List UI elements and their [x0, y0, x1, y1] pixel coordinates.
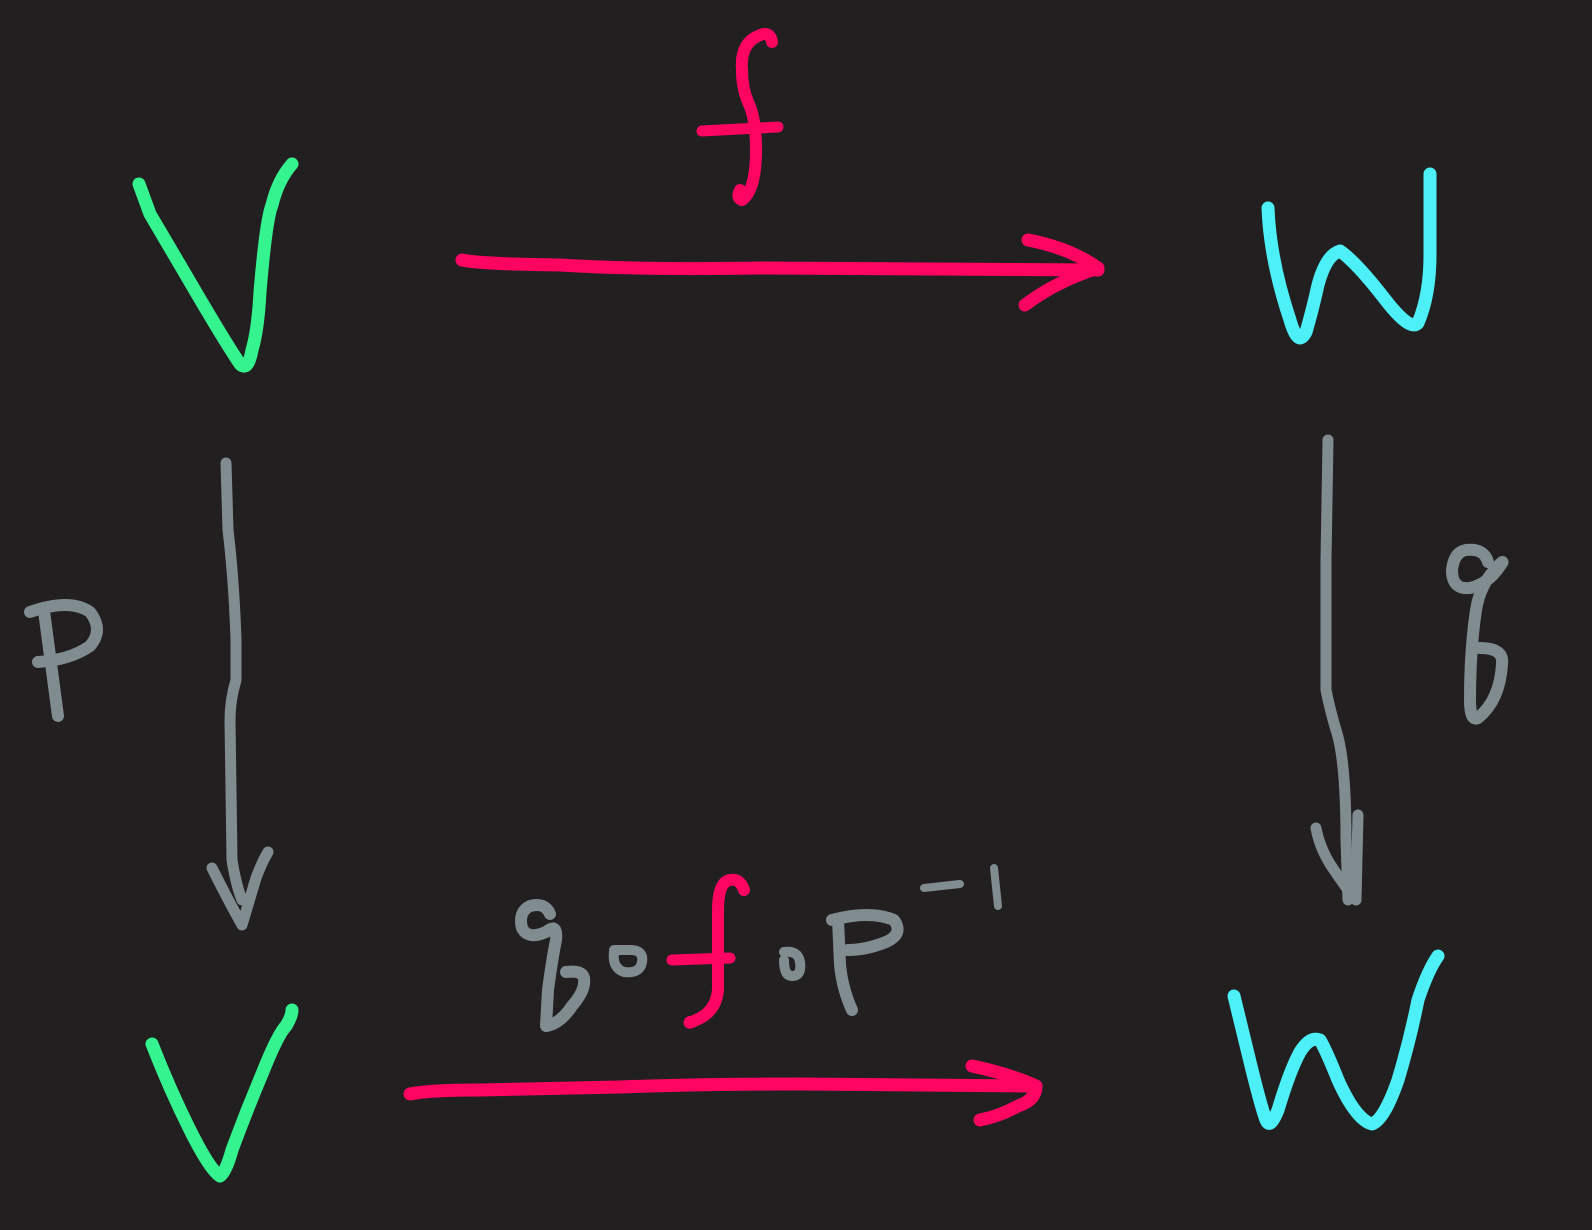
label-p-left-bowl [24, 599, 103, 668]
arrow-right-shaft [1320, 434, 1354, 906]
label-f-top-crossbar [696, 121, 784, 137]
arrow-right-head [1310, 809, 1364, 906]
node-top-right-w [1261, 167, 1437, 345]
label-bottom-p [832, 914, 858, 1016]
arrow-top-head [1018, 233, 1105, 312]
node-bottom-right-w [1227, 949, 1445, 1131]
node-bottom-left-v [145, 1003, 299, 1183]
label-bottom-f-crossbar [666, 952, 736, 966]
label-f-top [732, 28, 778, 206]
arrow-left-shaft [220, 457, 248, 906]
label-bottom-compose-1 [608, 945, 648, 978]
label-bottom-exponent-one [990, 864, 1002, 910]
label-bottom-g [515, 899, 591, 1032]
label-bottom-p-bowl [826, 909, 904, 956]
label-bottom-compose-2 [779, 946, 806, 981]
label-g-right [1446, 543, 1509, 725]
node-top-left-v [132, 157, 299, 373]
label-bottom-exponent-minus [920, 880, 964, 892]
arrow-bottom-shaft [403, 1077, 1043, 1101]
arrow-top-shaft [455, 253, 1105, 277]
arrow-bottom-head [965, 1059, 1043, 1127]
arrow-left-head [206, 846, 274, 931]
label-bottom-f [683, 873, 750, 1029]
